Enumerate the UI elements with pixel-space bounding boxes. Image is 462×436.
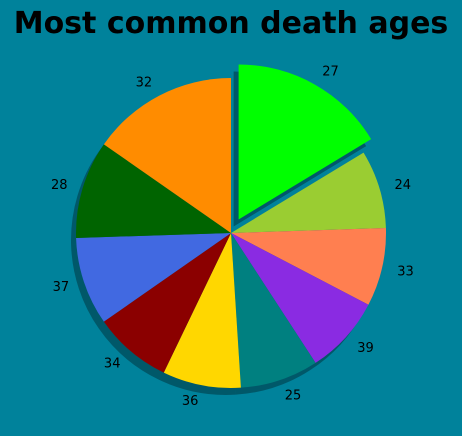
slice-33	[231, 228, 386, 305]
slice-label-32: 32	[136, 75, 153, 90]
slice-label-36: 36	[182, 394, 199, 409]
slice-34	[103, 233, 231, 373]
slice-label-28: 28	[51, 178, 68, 193]
slice-32	[103, 78, 231, 233]
slice-label-34: 34	[104, 356, 121, 371]
slice-27	[238, 64, 372, 220]
slice-36	[163, 233, 241, 388]
slice-28	[76, 144, 231, 238]
slice-label-33: 33	[397, 264, 414, 279]
slice-labels: 27 24 33 39 25 36 34 37 28 32	[51, 64, 414, 408]
slices	[76, 64, 386, 388]
slice-label-25: 25	[285, 388, 302, 403]
chart-title: Most common death ages	[14, 6, 449, 41]
slice-label-39: 39	[357, 341, 374, 356]
slice-label-37: 37	[53, 280, 70, 295]
slice-24	[231, 152, 386, 233]
slice-25	[231, 233, 316, 388]
slice-label-24: 24	[394, 178, 411, 193]
slice-label-27: 27	[322, 64, 339, 79]
slice-37	[76, 233, 231, 322]
slice-39	[231, 233, 369, 363]
